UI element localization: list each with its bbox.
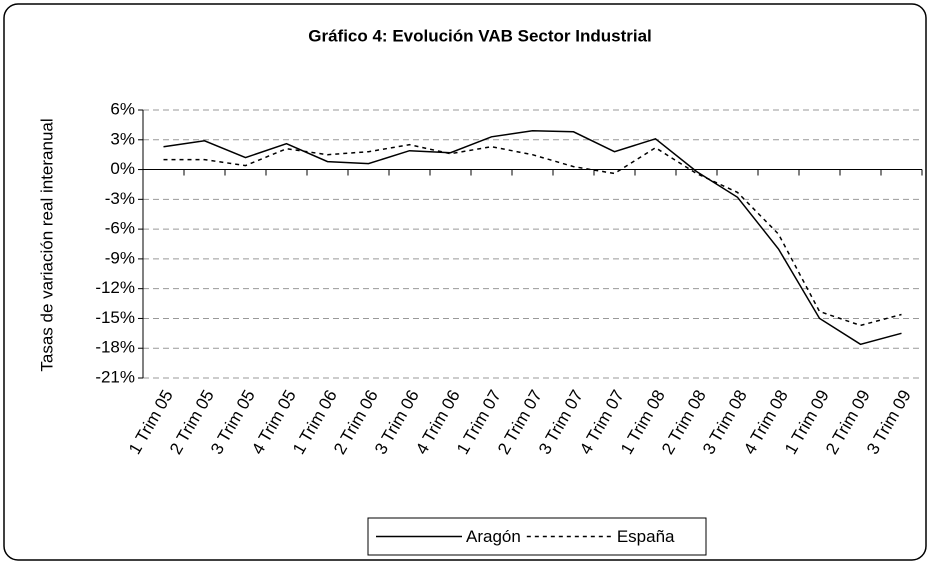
legend-label: Aragón <box>466 527 521 546</box>
y-axis-label: Tasas de variación real interanual <box>37 118 56 371</box>
legend-label: España <box>617 527 675 546</box>
y-tick-label: -3% <box>105 189 135 208</box>
y-tick-label: 3% <box>110 129 135 148</box>
y-tick-label: -15% <box>95 308 135 327</box>
series-line <box>163 130 902 346</box>
y-tick-label: 0% <box>110 159 135 178</box>
y-tick-label: -21% <box>95 367 135 386</box>
y-tick-label: -6% <box>105 219 135 238</box>
y-tick-label: 6% <box>110 99 135 118</box>
chart-title: Gráfico 4: Evolución VAB Sector Industri… <box>308 26 652 45</box>
chart-frame <box>3 3 927 561</box>
y-tick-label: -9% <box>105 248 135 267</box>
y-tick-label: -18% <box>95 338 135 357</box>
y-tick-label: -12% <box>95 278 135 297</box>
series-line <box>163 143 902 327</box>
